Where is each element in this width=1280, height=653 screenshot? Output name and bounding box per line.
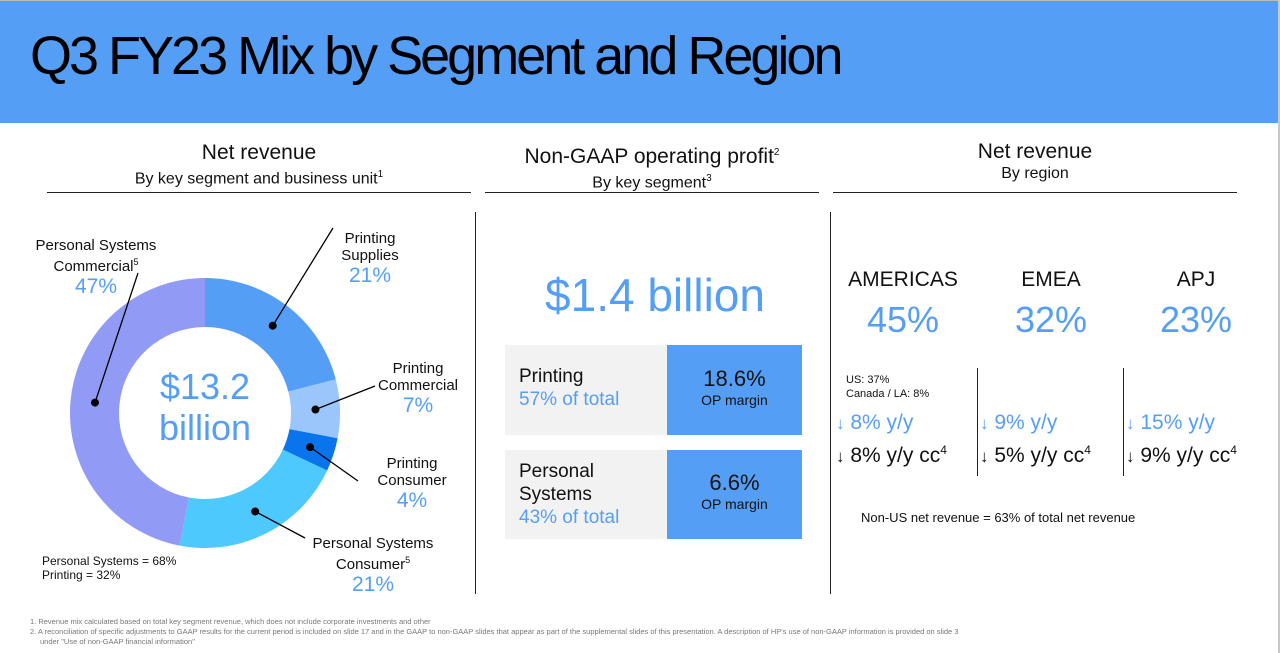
region-americas: AMERICAS 45%	[848, 268, 958, 340]
arrow-down-icon: ↓	[1126, 447, 1135, 466]
arrow-down-icon: ↓	[1126, 414, 1135, 433]
op-margin-box: 18.6% OP margin	[667, 345, 802, 435]
divider	[485, 192, 819, 193]
leader-line	[315, 385, 376, 411]
printing-mix: Printing = 32%	[42, 568, 121, 582]
section-subtitle: By region	[1001, 165, 1069, 182]
title-bar: Q3 FY23 Mix by Segment and Region	[0, 0, 1280, 123]
label-printing-commercial: Printing Commercial 7%	[377, 360, 458, 417]
revenue-region-header: Net revenue By region	[833, 140, 1237, 184]
slice-marker-dot	[90, 398, 99, 407]
slice-marker-dot	[311, 405, 320, 414]
section-title: Net revenue	[201, 141, 317, 164]
canada-la-share: Canada / LA: 8%	[846, 388, 930, 400]
segment-name: Personal Systems 43% of total	[519, 461, 620, 528]
emea-growth: ↓ 9% y/y ↓ 5% y/y cc4	[980, 411, 1091, 467]
center-amount: $13.2	[159, 366, 251, 407]
leader-line	[309, 446, 359, 482]
arrow-down-icon: ↓	[836, 447, 845, 466]
leader-line	[254, 510, 306, 539]
slice-marker-dot	[251, 507, 260, 516]
divider	[47, 192, 471, 193]
donut-slice-personal-systems-commercial	[70, 278, 205, 546]
donut-slice-personal-systems-consumer	[179, 449, 328, 548]
op-profit-header: Non-GAAP operating profit2 By key segmen…	[485, 141, 819, 193]
apj-growth: ↓ 15% y/y ↓ 9% y/y cc4	[1126, 411, 1237, 467]
leader-line	[94, 272, 139, 403]
slice-marker-dot	[268, 321, 277, 330]
section-subtitle: By key segment and business unit1	[134, 169, 384, 188]
region-apj: APJ 23%	[1159, 268, 1233, 340]
leader-line	[272, 227, 334, 327]
section-title: Non-GAAP operating profit2	[524, 145, 780, 168]
label-ps-commercial: Personal Systems Commercial5 47%	[35, 237, 157, 298]
label-printing-consumer: Printing Consumer 4%	[377, 455, 447, 512]
segment-name: Printing 57% of total	[519, 366, 620, 410]
arrow-down-icon: ↓	[980, 414, 989, 433]
arrow-down-icon: ↓	[836, 414, 845, 433]
label-ps-consumer: Personal Systems Consumer5 21%	[312, 535, 434, 596]
section-subtitle: By key segment3	[592, 173, 712, 192]
footnote: 2. A reconciliation of specific adjustme…	[30, 627, 959, 636]
op-margin-box: 6.6% OP margin	[667, 450, 802, 539]
slice-marker-dot	[306, 443, 315, 452]
label-printing-supplies: Printing Supplies 21%	[341, 230, 399, 287]
region-divider	[1123, 368, 1124, 476]
donut-chart	[70, 227, 376, 548]
arrow-down-icon: ↓	[980, 447, 989, 466]
column-divider	[475, 212, 476, 594]
footnotes: 1. Revenue mix calculated based on total…	[30, 617, 959, 647]
non-us-note: Non-US net revenue = 63% of total net re…	[861, 510, 1136, 525]
divider	[833, 192, 1237, 193]
page-title: Q3 FY23 Mix by Segment and Region	[30, 26, 843, 86]
op-total: $1.4 billion	[545, 269, 765, 321]
us-share: US: 37%	[846, 374, 890, 386]
footnote: under "Use of non-GAAP financial informa…	[40, 637, 195, 646]
footnote: 1. Revenue mix calculated based on total…	[30, 617, 431, 626]
slide-edge	[1278, 0, 1280, 653]
revenue-segment-header: Net revenue By key segment and business …	[47, 141, 471, 189]
americas-growth: ↓ 8% y/y ↓ 8% y/y cc4	[836, 411, 947, 467]
op-segment-printing: Printing 57% of total 18.6% OP margin	[505, 345, 802, 435]
americas-breakdown: US: 37% Canada / LA: 8%	[846, 373, 929, 401]
mix-note: Personal Systems = 68% Printing = 32%	[42, 554, 176, 582]
donut-center-total: $13.2 billion	[130, 366, 280, 448]
ps-mix: Personal Systems = 68%	[42, 554, 177, 568]
op-segment-personal-systems: Personal Systems 43% of total 6.6% OP ma…	[505, 450, 802, 539]
center-unit: billion	[158, 407, 252, 448]
region-emea: EMEA 32%	[1014, 268, 1088, 340]
donut-slice-printing-supplies	[205, 278, 336, 392]
section-title: Net revenue	[977, 140, 1093, 163]
region-divider	[977, 368, 978, 476]
column-divider	[830, 212, 831, 594]
